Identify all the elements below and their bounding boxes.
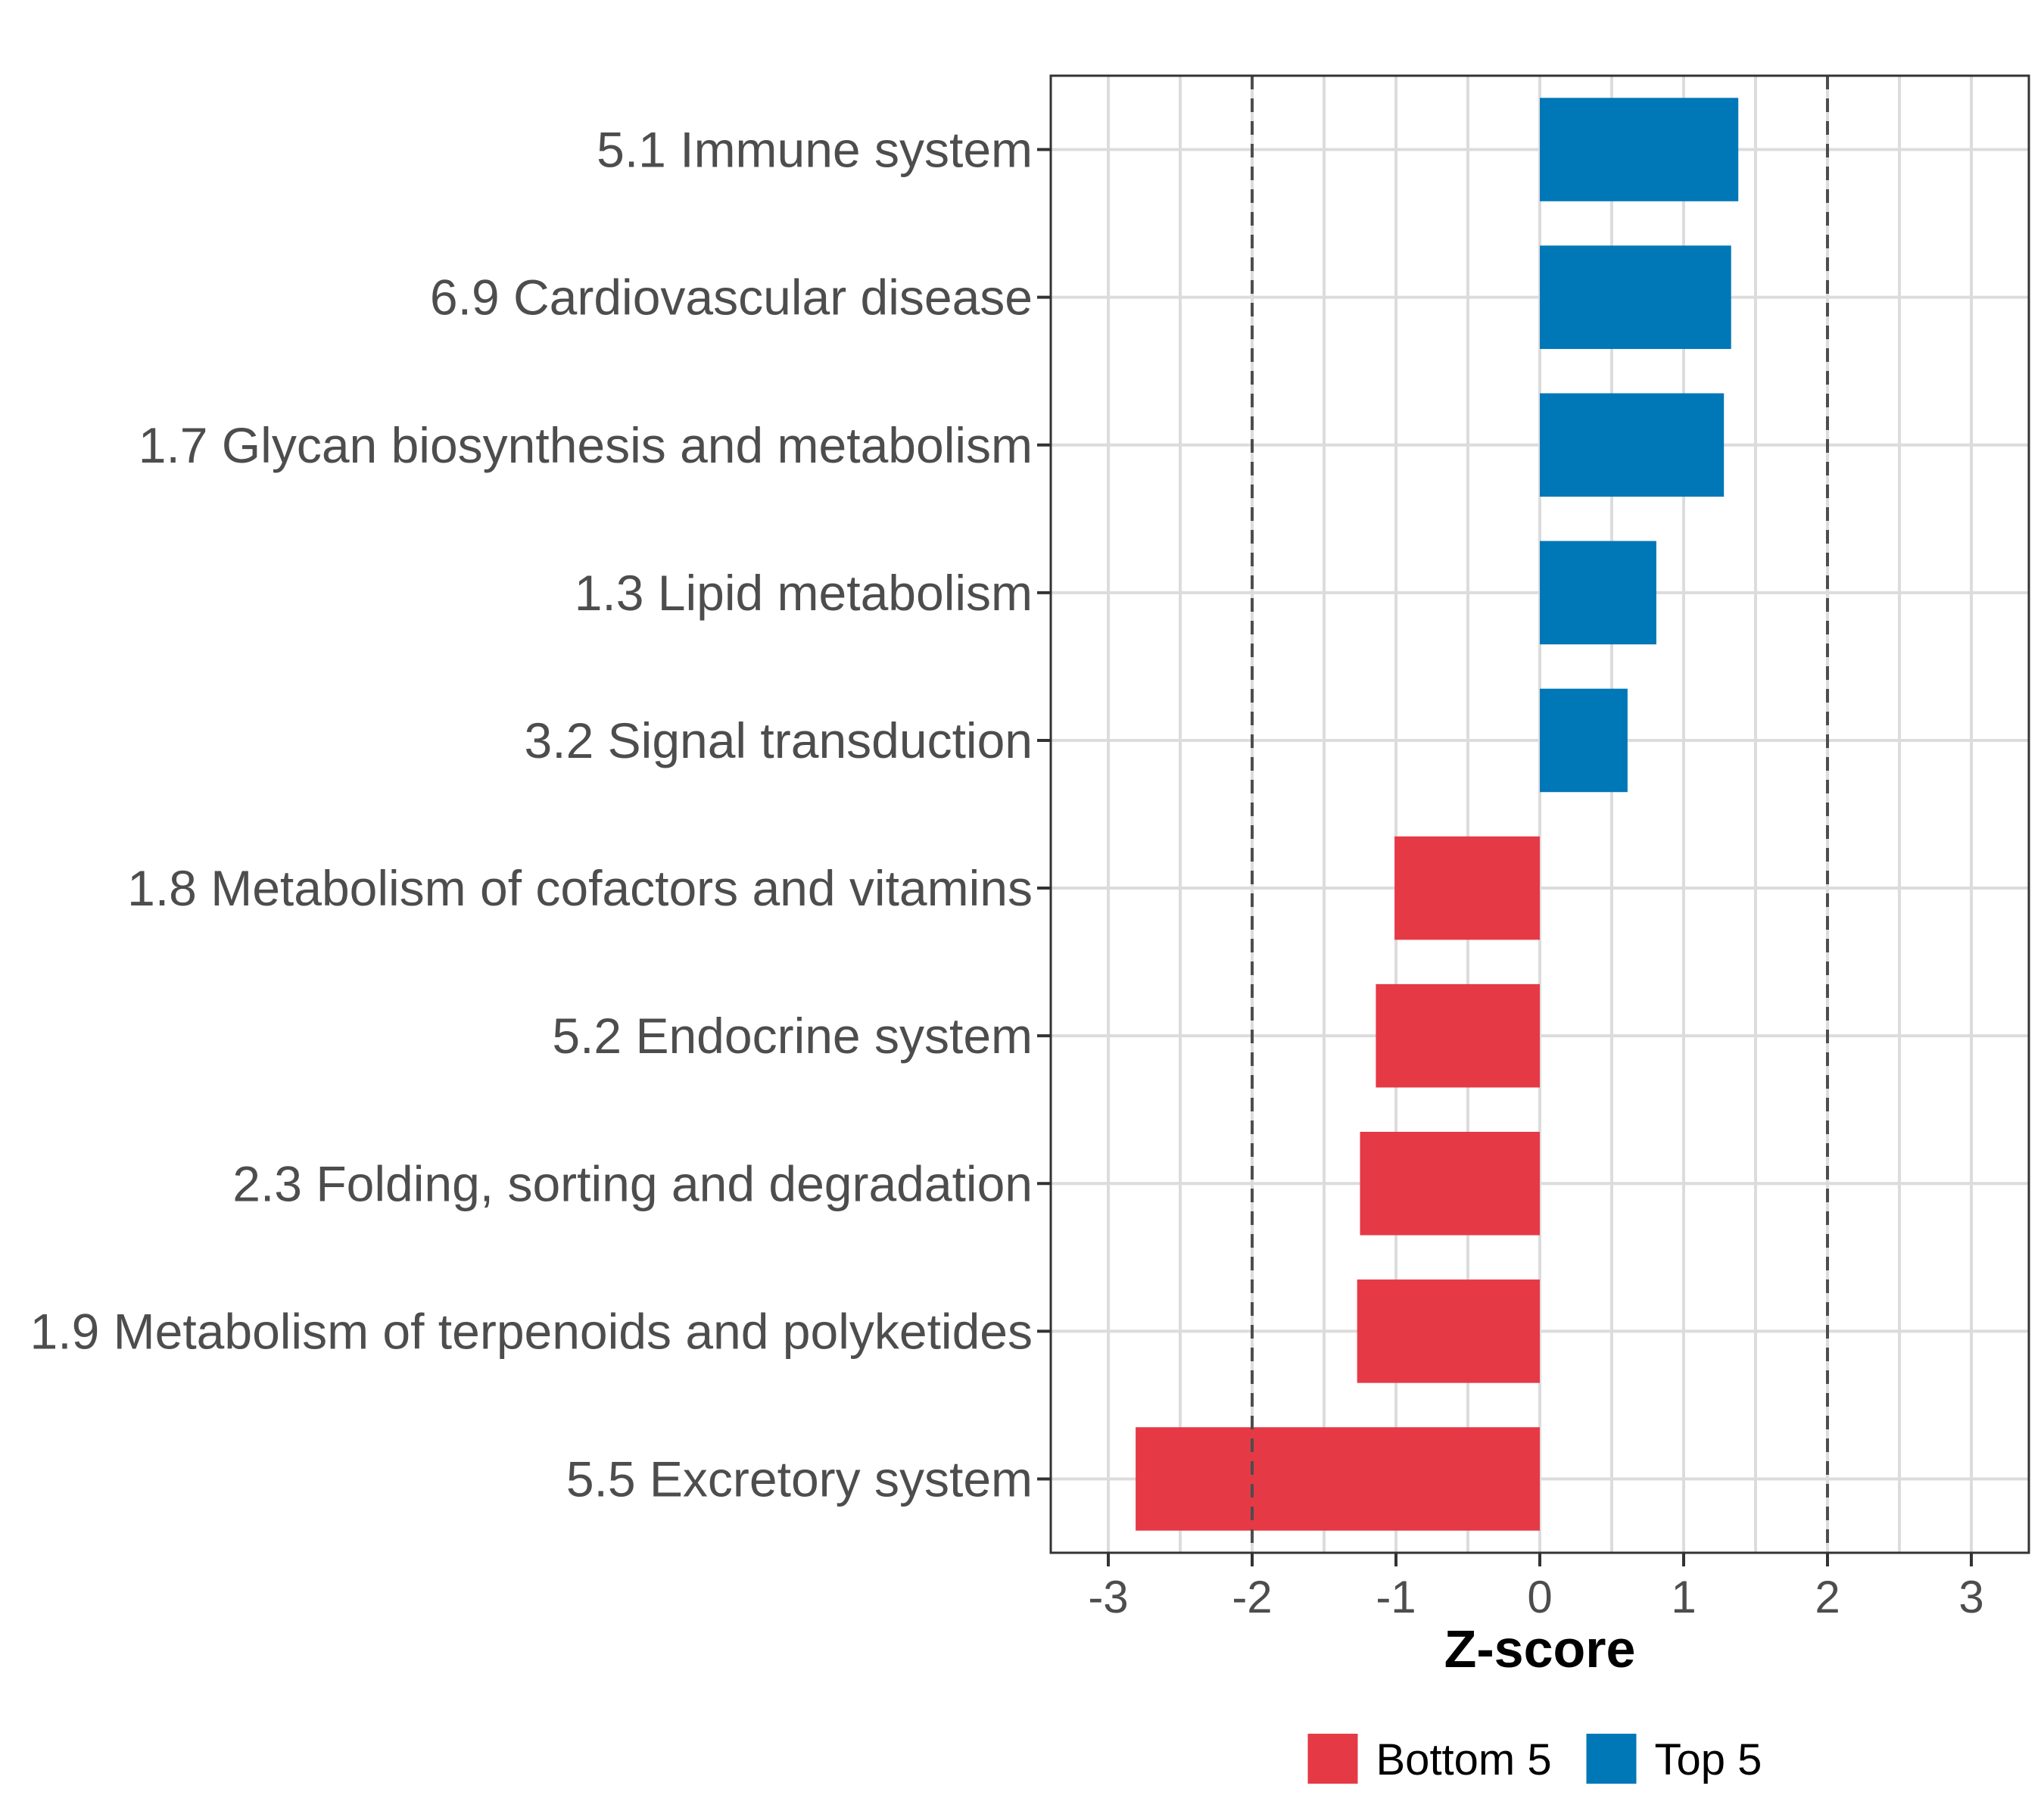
- x-tick-label: 2: [1815, 1572, 1840, 1622]
- bar-top-1: [1540, 98, 1739, 201]
- category-label: 1.8 Metabolism of cofactors and vitamins: [127, 860, 1033, 916]
- category-label: 5.5 Excretory system: [566, 1451, 1033, 1507]
- bar-bottom-6: [1394, 836, 1540, 940]
- reference-lines: [1251, 76, 1829, 1553]
- x-tick-label: 0: [1527, 1572, 1552, 1622]
- bar-bottom-7: [1376, 983, 1540, 1088]
- bars: [1136, 98, 1739, 1531]
- bar-top-3: [1540, 393, 1725, 497]
- bar-bottom-10: [1136, 1427, 1540, 1531]
- x-tick-label: -2: [1232, 1572, 1272, 1622]
- legend-label: Bottom 5: [1376, 1735, 1552, 1784]
- bar-top-5: [1540, 688, 1628, 793]
- category-label: 1.7 Glycan biosynthesis and metabolism: [139, 417, 1033, 473]
- category-label: 2.3 Folding, sorting and degradation: [232, 1155, 1033, 1211]
- x-tick-label: 1: [1671, 1572, 1696, 1622]
- x-axis-title: Z-score: [1444, 1619, 1636, 1678]
- category-label: 1.9 Metabolism of terpenoids and polyket…: [30, 1303, 1033, 1359]
- legend-swatch: [1307, 1734, 1358, 1784]
- bar-top-2: [1540, 245, 1731, 349]
- category-label: 5.1 Immune system: [597, 122, 1033, 178]
- legend-swatch: [1586, 1734, 1637, 1784]
- y-axis: 5.1 Immune system 6.9 Cardiovascular dise…: [30, 122, 1051, 1507]
- category-label: 5.2 Endocrine system: [552, 1008, 1033, 1064]
- bar-bottom-8: [1360, 1131, 1540, 1236]
- category-label: 1.3 Lipid metabolism: [575, 565, 1033, 621]
- category-label: 3.2 Signal transduction: [525, 712, 1033, 768]
- x-axis: -3 -2 -1 0 1 2 3: [1088, 1553, 1984, 1622]
- bar-bottom-9: [1357, 1279, 1540, 1383]
- x-tick-label: -1: [1376, 1572, 1416, 1622]
- legend-label: Top 5: [1655, 1735, 1762, 1784]
- x-tick-label: 3: [1958, 1572, 1983, 1622]
- x-tick-label: -3: [1088, 1572, 1128, 1622]
- category-label: 6.9 Cardiovascular disease: [430, 270, 1033, 326]
- bar-top-4: [1540, 541, 1656, 645]
- legend: Bottom 5 Top 5: [1307, 1734, 1762, 1784]
